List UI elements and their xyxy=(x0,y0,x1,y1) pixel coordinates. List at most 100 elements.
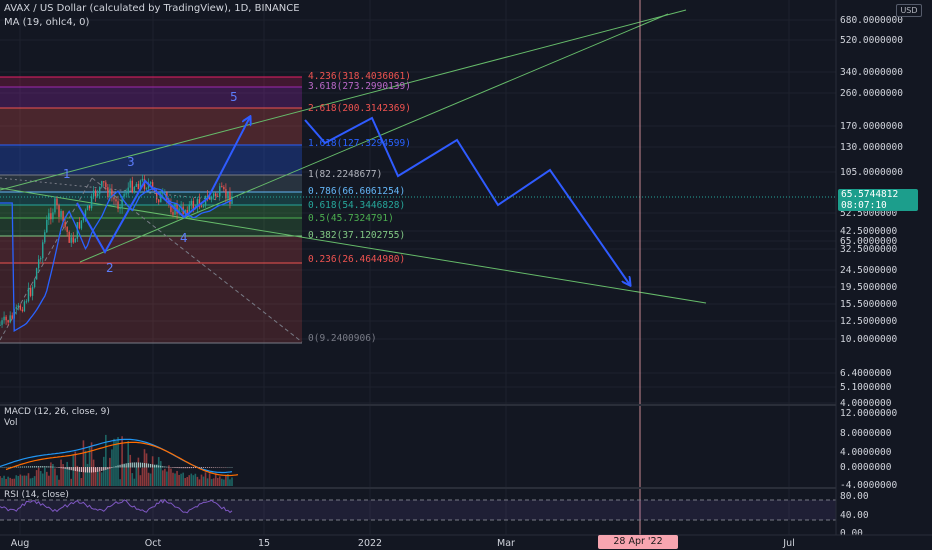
macd-histogram-bar xyxy=(154,464,156,468)
volume-bar xyxy=(70,478,73,486)
volume-bar xyxy=(37,467,40,486)
macd-histogram-bar xyxy=(111,467,113,468)
bearish-projection-path xyxy=(304,116,630,285)
time-tick-label: 2022 xyxy=(358,538,382,549)
macd-histogram-bar xyxy=(174,467,176,468)
volume-bar xyxy=(131,473,134,486)
macd-histogram-bar xyxy=(58,467,60,468)
candle-body xyxy=(149,182,152,184)
candle-body xyxy=(145,188,148,190)
fib-label-0.382: 0.382(37.1202755) xyxy=(308,230,405,241)
price-tick-label: 170.0000000 xyxy=(840,121,903,132)
macd-histogram-bar xyxy=(213,467,215,468)
candle-body xyxy=(68,231,70,243)
candle-body xyxy=(21,309,24,312)
volume-bar xyxy=(176,470,178,486)
fibonacci-retracement[interactable] xyxy=(0,76,302,344)
macd-histogram-bar xyxy=(176,467,178,469)
candle-body xyxy=(119,207,121,209)
macd-histogram-bar xyxy=(44,466,46,468)
time-axis[interactable] xyxy=(0,535,932,550)
macd-pane-title[interactable]: MACD (12, 26, close, 9) xyxy=(4,407,110,417)
macd-histogram-bar xyxy=(190,467,192,469)
volume-bar xyxy=(35,470,38,486)
macd-histogram-bar xyxy=(88,467,91,473)
volume-bar xyxy=(174,473,176,486)
candle-body xyxy=(125,193,127,195)
candle-body xyxy=(127,187,129,194)
volume-bar xyxy=(80,478,83,486)
candle-body xyxy=(151,182,154,188)
price-tick-label: 42.5000000 xyxy=(840,226,897,237)
macd-histogram-bar xyxy=(1,466,3,468)
candle-body xyxy=(103,181,105,183)
volume-bar xyxy=(129,454,132,486)
volume-bar xyxy=(9,477,11,486)
macd-histogram-bar xyxy=(225,467,227,468)
time-tick-label: Mar xyxy=(497,538,515,549)
volume-pane-title[interactable]: Vol xyxy=(4,418,18,428)
volume-bar xyxy=(214,473,217,486)
volume-bar xyxy=(218,476,221,486)
volume-bar xyxy=(58,479,60,486)
macd-histogram-bar xyxy=(64,467,66,469)
price-axis[interactable] xyxy=(836,0,932,535)
volume-bar xyxy=(5,478,7,486)
candle-body xyxy=(121,196,123,208)
macd-histogram-bar xyxy=(209,467,211,468)
candle-body xyxy=(215,193,217,197)
volume-bar xyxy=(186,477,189,486)
volume-bar xyxy=(88,446,91,486)
macd-histogram-bar xyxy=(156,465,158,468)
currency-button[interactable]: USD xyxy=(896,4,922,17)
volume-bar xyxy=(206,478,209,486)
candle-body xyxy=(62,211,64,222)
wave-label-1: 1 xyxy=(63,167,71,181)
candle-body xyxy=(178,208,180,214)
candle-body xyxy=(82,217,85,221)
macd-histogram-bar xyxy=(145,463,148,468)
price-tick-label: 24.5000000 xyxy=(840,265,897,276)
macd-histogram-bar xyxy=(66,467,68,470)
candle-body xyxy=(84,210,87,218)
candle-body xyxy=(88,205,91,209)
volume-bar xyxy=(196,476,199,486)
fib-label-0.5: 0.5(45.7324791) xyxy=(308,213,394,224)
candle-body xyxy=(58,205,60,217)
macd-histogram-bar xyxy=(141,462,144,468)
rsi-pane-title[interactable]: RSI (14, close) xyxy=(4,490,69,500)
candle-body xyxy=(66,226,68,232)
macd-histogram-bar xyxy=(70,467,72,471)
volume-bar xyxy=(157,457,160,486)
ma-indicator-label[interactable]: MA (19, ohlc4, 0) xyxy=(4,17,90,28)
price-tick-label: 10.0000000 xyxy=(840,334,897,345)
candle-body xyxy=(176,203,178,214)
macd-histogram-bar xyxy=(74,467,76,471)
candle-body xyxy=(70,237,72,243)
macd-histogram-bar xyxy=(52,466,54,468)
price-tick-label: 520.0000000 xyxy=(840,35,903,46)
volume-bar xyxy=(178,474,180,486)
time-tick-label: 15 xyxy=(258,538,270,549)
elliott-projection[interactable] xyxy=(76,116,630,285)
candle-body xyxy=(166,192,168,200)
macd-histogram-bar xyxy=(162,466,164,468)
volume-bar xyxy=(11,478,14,486)
macd-histogram-bar xyxy=(72,467,74,471)
candle-body xyxy=(60,211,62,217)
macd-histogram-bar xyxy=(90,467,93,473)
fib-label-4.236: 4.236(318.4036061) xyxy=(308,71,411,82)
macd-histogram-bar xyxy=(119,464,121,468)
macd-histogram-bar xyxy=(129,462,131,468)
volume-bar xyxy=(190,473,193,486)
time-tick-label: Jul xyxy=(782,538,794,549)
candle-body xyxy=(137,183,140,190)
volume-bar xyxy=(143,449,146,486)
candle-body xyxy=(231,197,233,204)
last-price-value: 65.5744812 xyxy=(841,189,899,200)
macd-histogram-bar xyxy=(84,467,87,473)
candle-body xyxy=(133,186,136,193)
candle-body xyxy=(196,199,199,207)
volume-bar xyxy=(216,477,219,486)
